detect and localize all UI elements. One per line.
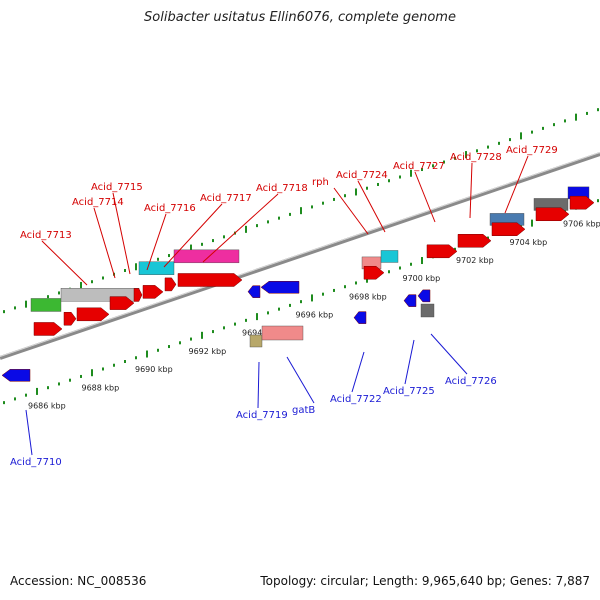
- forward-gene-leader: [112, 192, 131, 275]
- forward-gene-label: Acid_7718: [256, 183, 308, 194]
- scale-label: 9702 kbp: [456, 256, 494, 265]
- forward-gene-leader: [357, 180, 386, 233]
- forward-cds-arrow: [363, 265, 385, 280]
- forward-cds-arrow: [109, 296, 135, 310]
- reverse-cds-arrow: [260, 281, 300, 294]
- forward-gene-label: Acid_7716: [144, 203, 196, 214]
- forward-cds-arrow: [164, 277, 177, 292]
- forward-gene-leader: [504, 155, 529, 214]
- domain-block: [138, 261, 175, 275]
- scale-label: 9706 kbp: [563, 220, 600, 229]
- forward-gene-leader: [41, 240, 88, 286]
- forward-gene-leader: [202, 193, 279, 263]
- reverse-gene-label: Acid_7725: [383, 386, 435, 397]
- forward-gene-label: Acid_7729: [506, 145, 558, 156]
- reverse-gene-leader: [404, 339, 415, 385]
- forward-gene-leader: [146, 213, 167, 271]
- genome-title: Solibacter usitatus Ellin6076, complete …: [144, 10, 456, 25]
- scale-label: 9688 kbp: [82, 383, 120, 392]
- forward-gene-label: Acid_7727: [393, 161, 445, 172]
- reverse-gene-label: Acid_7710: [10, 457, 62, 468]
- scale-label: 9690 kbp: [135, 365, 173, 374]
- scale-label: 9696 kbp: [296, 311, 334, 320]
- genome-backbone-highlight: [0, 152, 600, 357]
- scale-label: 9692 kbp: [189, 347, 227, 356]
- reverse-cds-arrow: [1, 369, 31, 382]
- forward-gene-leader: [469, 162, 473, 219]
- domain-block: [173, 249, 240, 264]
- domain-block: [30, 298, 62, 312]
- forward-gene-leader: [163, 203, 223, 268]
- forward-gene-leader: [333, 187, 369, 235]
- reverse-cds-arrow: [417, 289, 431, 303]
- reverse-gene-leader: [25, 409, 33, 456]
- forward-gene-label: Acid_7713: [20, 230, 72, 241]
- scale-label: 9698 kbp: [349, 292, 387, 301]
- forward-cds-arrow: [142, 285, 164, 299]
- forward-gene-leader: [414, 171, 436, 223]
- forward-gene-label: Acid_7724: [336, 170, 388, 181]
- scale-label: 9704 kbp: [510, 238, 548, 247]
- forward-cds-arrow: [177, 273, 243, 287]
- forward-cds-arrow: [33, 322, 63, 336]
- reverse-cds-arrow: [403, 294, 417, 307]
- forward-cds-arrow: [535, 207, 570, 222]
- reverse-gene-leader: [351, 351, 365, 393]
- reverse-gene-leader: [430, 333, 468, 375]
- forward-cds-arrow: [63, 311, 77, 326]
- reverse-gene-label: gatB: [292, 405, 315, 416]
- forward-gene-label: rph: [312, 177, 329, 188]
- forward-gene-label: Acid_7714: [72, 197, 124, 208]
- forward-gene-label: Acid_7728: [450, 152, 502, 163]
- domain-block: [261, 325, 304, 341]
- scale-label: 9686 kbp: [28, 401, 66, 410]
- domain-block: [380, 250, 399, 263]
- domain-block: [420, 303, 435, 318]
- scale-label: 9700 kbp: [403, 274, 441, 283]
- reverse-gene-leader: [257, 361, 260, 409]
- reverse-gene-leader: [286, 356, 315, 404]
- forward-cds-arrow: [76, 307, 110, 322]
- forward-cds-arrow: [426, 244, 458, 259]
- genome-backbone: [0, 152, 600, 360]
- reverse-gene-label: Acid_7726: [445, 376, 497, 387]
- forward-cds-arrow: [491, 222, 526, 236]
- forward-cds-arrow: [133, 288, 143, 302]
- reverse-gene-label: Acid_7719: [236, 410, 288, 421]
- forward-gene-leader: [93, 207, 116, 279]
- scale-label: 9694 kbp: [242, 329, 280, 338]
- forward-gene-label: Acid_7717: [200, 193, 252, 204]
- domain-block: [249, 334, 263, 348]
- reverse-cds-arrow: [247, 285, 261, 298]
- reverse-gene-label: Acid_7722: [330, 394, 382, 405]
- forward-cds-arrow: [457, 234, 492, 248]
- accession-text: Accession: NC_008536: [10, 574, 147, 588]
- forward-cds-arrow: [569, 195, 595, 210]
- topology-text: Topology: circular; Length: 9,965,640 bp…: [260, 574, 590, 588]
- forward-gene-label: Acid_7715: [91, 182, 143, 193]
- reverse-cds-arrow: [353, 311, 367, 324]
